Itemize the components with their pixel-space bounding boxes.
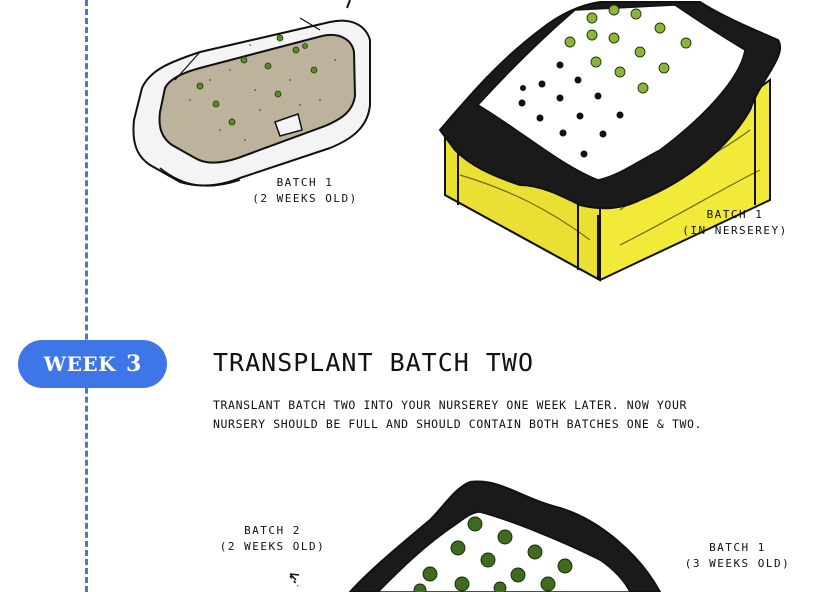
description-line-2: NURSERY SHOULD BE FULL AND SHOULD CONTAI… — [213, 417, 703, 431]
batch-one-label: BATCH 1 (3 WEEKS OLD) — [675, 540, 800, 572]
section-description: TRANSLANT BATCH TWO INTO YOUR NURSEREY O… — [213, 396, 713, 434]
section-title: TRANSPLANT BATCH TWO — [213, 348, 535, 377]
batch-two-name: BATCH 2 — [244, 524, 301, 537]
tray-batch-age: (2 WEEKS OLD) — [252, 192, 358, 205]
nursery-batch-label: BATCH 1 (IN NERSEREY) — [670, 207, 800, 239]
week-badge-number: 3 — [126, 351, 142, 377]
nursery-batch-status: (IN NERSEREY) — [682, 224, 788, 237]
batch-one-name: BATCH 1 — [709, 541, 766, 554]
timeline-line — [85, 0, 88, 592]
tray-batch-name: BATCH 1 — [276, 176, 334, 189]
week-badge: WEEK 3 — [20, 342, 165, 386]
tray-batch-label: BATCH 1 (2 WEEKS OLD) — [230, 175, 380, 207]
batch-two-label: BATCH 2 (2 WEEKS OLD) — [215, 523, 330, 555]
description-line-1: TRANSLANT BATCH TWO INTO YOUR NURSEREY O… — [213, 398, 687, 412]
week-badge-label: WEEK — [43, 352, 117, 376]
batch-one-age: (3 WEEKS OLD) — [684, 557, 791, 570]
nursery-batch-name: BATCH 1 — [706, 208, 764, 221]
batch-two-age: (2 WEEKS OLD) — [219, 540, 326, 553]
